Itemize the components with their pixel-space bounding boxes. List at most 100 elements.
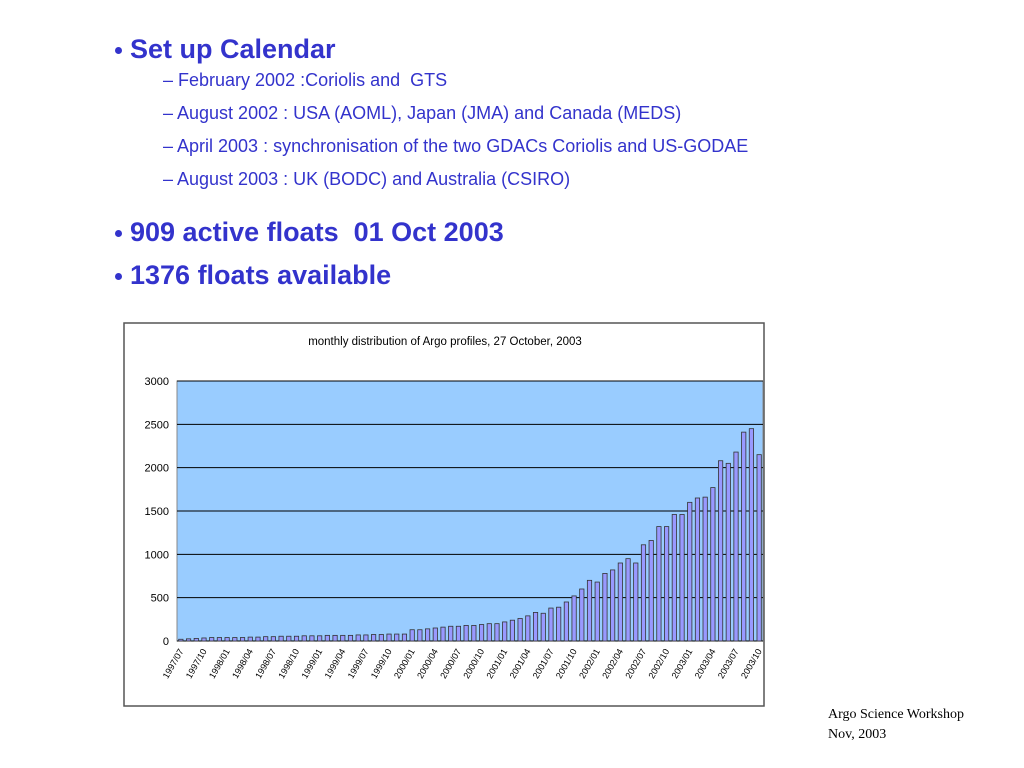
bar bbox=[394, 633, 400, 642]
bullet-dot bbox=[115, 273, 122, 281]
bar bbox=[610, 569, 616, 642]
bar bbox=[617, 562, 623, 642]
bar bbox=[425, 628, 431, 642]
bar bbox=[725, 462, 731, 642]
bar bbox=[440, 626, 446, 642]
bar bbox=[625, 558, 631, 642]
sub-bullet-text: – August 2002 : USA (AOML), Japan (JMA) … bbox=[163, 103, 682, 123]
y-tick-label: 2000 bbox=[145, 463, 169, 475]
bar bbox=[633, 562, 639, 642]
y-tick-label: 500 bbox=[151, 593, 169, 605]
bar bbox=[270, 636, 276, 642]
bar bbox=[532, 612, 539, 642]
bullet-dot bbox=[115, 47, 122, 55]
bar bbox=[371, 634, 377, 642]
bar bbox=[671, 514, 677, 642]
footer-line: Nov, 2003 bbox=[828, 727, 886, 743]
bullet: 1376 floats available bbox=[115, 260, 391, 291]
bar bbox=[309, 635, 315, 642]
bullet: 909 active floats 01 Oct 2003 bbox=[115, 217, 504, 248]
bar bbox=[579, 588, 585, 642]
sub-bullet-text: – February 2002 :Coriolis and GTS bbox=[163, 70, 448, 90]
bar bbox=[571, 595, 577, 642]
footer-line-text: Argo Science Workshop bbox=[828, 707, 965, 722]
bar bbox=[479, 624, 485, 642]
bar bbox=[378, 634, 384, 642]
bar bbox=[317, 635, 323, 642]
bar bbox=[602, 573, 608, 642]
sub-bullet-text: – April 2003 : synchronisation of the tw… bbox=[163, 136, 749, 156]
bar bbox=[216, 637, 222, 642]
bar bbox=[263, 636, 269, 642]
y-tick-label: 2500 bbox=[145, 419, 169, 431]
bar bbox=[756, 454, 762, 642]
bar bbox=[347, 634, 354, 642]
bar bbox=[332, 634, 338, 642]
bar bbox=[517, 618, 523, 642]
bullet-text: 909 active floats 01 Oct 2003 bbox=[130, 217, 504, 247]
bar bbox=[710, 487, 716, 642]
bar bbox=[363, 634, 369, 642]
bar bbox=[324, 634, 330, 642]
bar bbox=[586, 579, 593, 642]
bar bbox=[386, 633, 392, 642]
bullet: Set up Calendar bbox=[115, 34, 336, 65]
bar bbox=[640, 544, 647, 642]
bar bbox=[178, 638, 184, 642]
chart-title: monthly distribution of Argo profiles, 2… bbox=[308, 336, 582, 348]
bar bbox=[509, 619, 515, 642]
y-tick-label: 3000 bbox=[145, 376, 169, 388]
bar bbox=[247, 636, 253, 642]
bar bbox=[455, 625, 461, 642]
bar bbox=[502, 621, 508, 642]
bar bbox=[232, 637, 238, 642]
bar bbox=[718, 460, 724, 642]
bar bbox=[201, 637, 207, 642]
bar bbox=[432, 627, 438, 642]
bullet-text: 1376 floats available bbox=[130, 260, 392, 290]
bar bbox=[702, 496, 708, 642]
sub-bullet: – August 2002 : USA (AOML), Japan (JMA) … bbox=[163, 103, 681, 124]
bar bbox=[193, 638, 199, 642]
bar bbox=[748, 428, 754, 642]
bar bbox=[239, 637, 246, 642]
bar bbox=[741, 431, 747, 642]
bullet-text: Set up Calendar bbox=[130, 34, 336, 64]
bar bbox=[293, 635, 300, 642]
bar bbox=[656, 526, 662, 642]
sub-bullet: – February 2002 :Coriolis and GTS bbox=[163, 70, 447, 91]
bar bbox=[486, 623, 492, 642]
bar bbox=[548, 607, 554, 642]
bar bbox=[355, 634, 361, 642]
bar bbox=[540, 612, 546, 642]
bar bbox=[563, 601, 569, 642]
bar bbox=[525, 615, 531, 642]
footer-line: Argo Science Workshop bbox=[828, 707, 964, 723]
bar bbox=[448, 625, 454, 642]
bar bbox=[417, 629, 423, 642]
bar bbox=[224, 637, 230, 642]
bar bbox=[694, 497, 701, 642]
y-tick-label: 1000 bbox=[145, 549, 169, 561]
y-tick-label: 1500 bbox=[145, 506, 169, 518]
bar bbox=[594, 581, 600, 642]
bar bbox=[209, 637, 215, 642]
bar bbox=[494, 623, 500, 642]
footer-line-text: Nov, 2003 bbox=[828, 727, 887, 742]
bar bbox=[687, 501, 693, 642]
bar bbox=[471, 625, 477, 642]
y-tick-label: 0 bbox=[163, 636, 169, 648]
bar bbox=[648, 540, 654, 642]
bar bbox=[664, 526, 670, 642]
bar bbox=[340, 634, 346, 642]
bar bbox=[409, 629, 415, 642]
sub-bullet: – April 2003 : synchronisation of the tw… bbox=[163, 136, 748, 157]
bar bbox=[463, 625, 469, 642]
bar bbox=[278, 635, 284, 642]
sub-bullet-text: – August 2003 : UK (BODC) and Australia … bbox=[163, 169, 571, 189]
bar bbox=[286, 635, 292, 642]
bar bbox=[255, 636, 261, 642]
bar bbox=[186, 638, 192, 642]
